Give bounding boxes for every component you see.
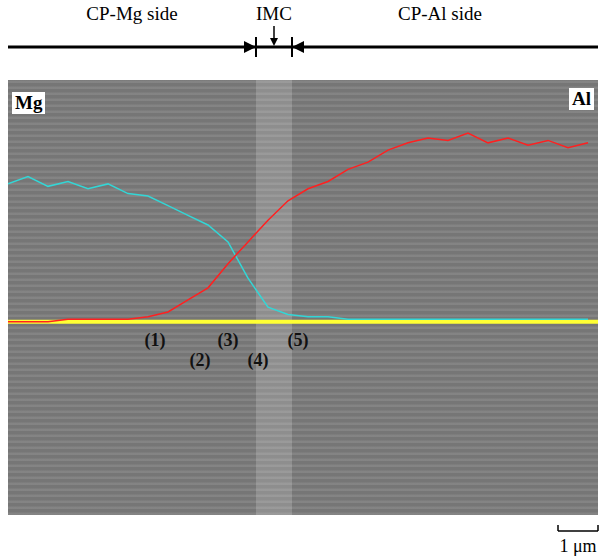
html-text:(4): (4) — [247, 350, 269, 370]
svg-text:IMC: IMC — [256, 3, 292, 24]
svg-text:CP-Mg side: CP-Mg side — [86, 3, 177, 24]
html-text:(3): (3) — [217, 330, 239, 350]
html-text:(2): (2) — [189, 350, 211, 370]
svg-text:CP-Al side: CP-Al side — [398, 3, 482, 24]
html-text:(1): (1) — [144, 330, 166, 350]
html-text:Al: Al — [572, 88, 591, 109]
svg-text:1 μm: 1 μm — [559, 536, 596, 556]
html-text:(5): (5) — [287, 330, 309, 350]
html-text:Mg: Mg — [15, 92, 43, 113]
